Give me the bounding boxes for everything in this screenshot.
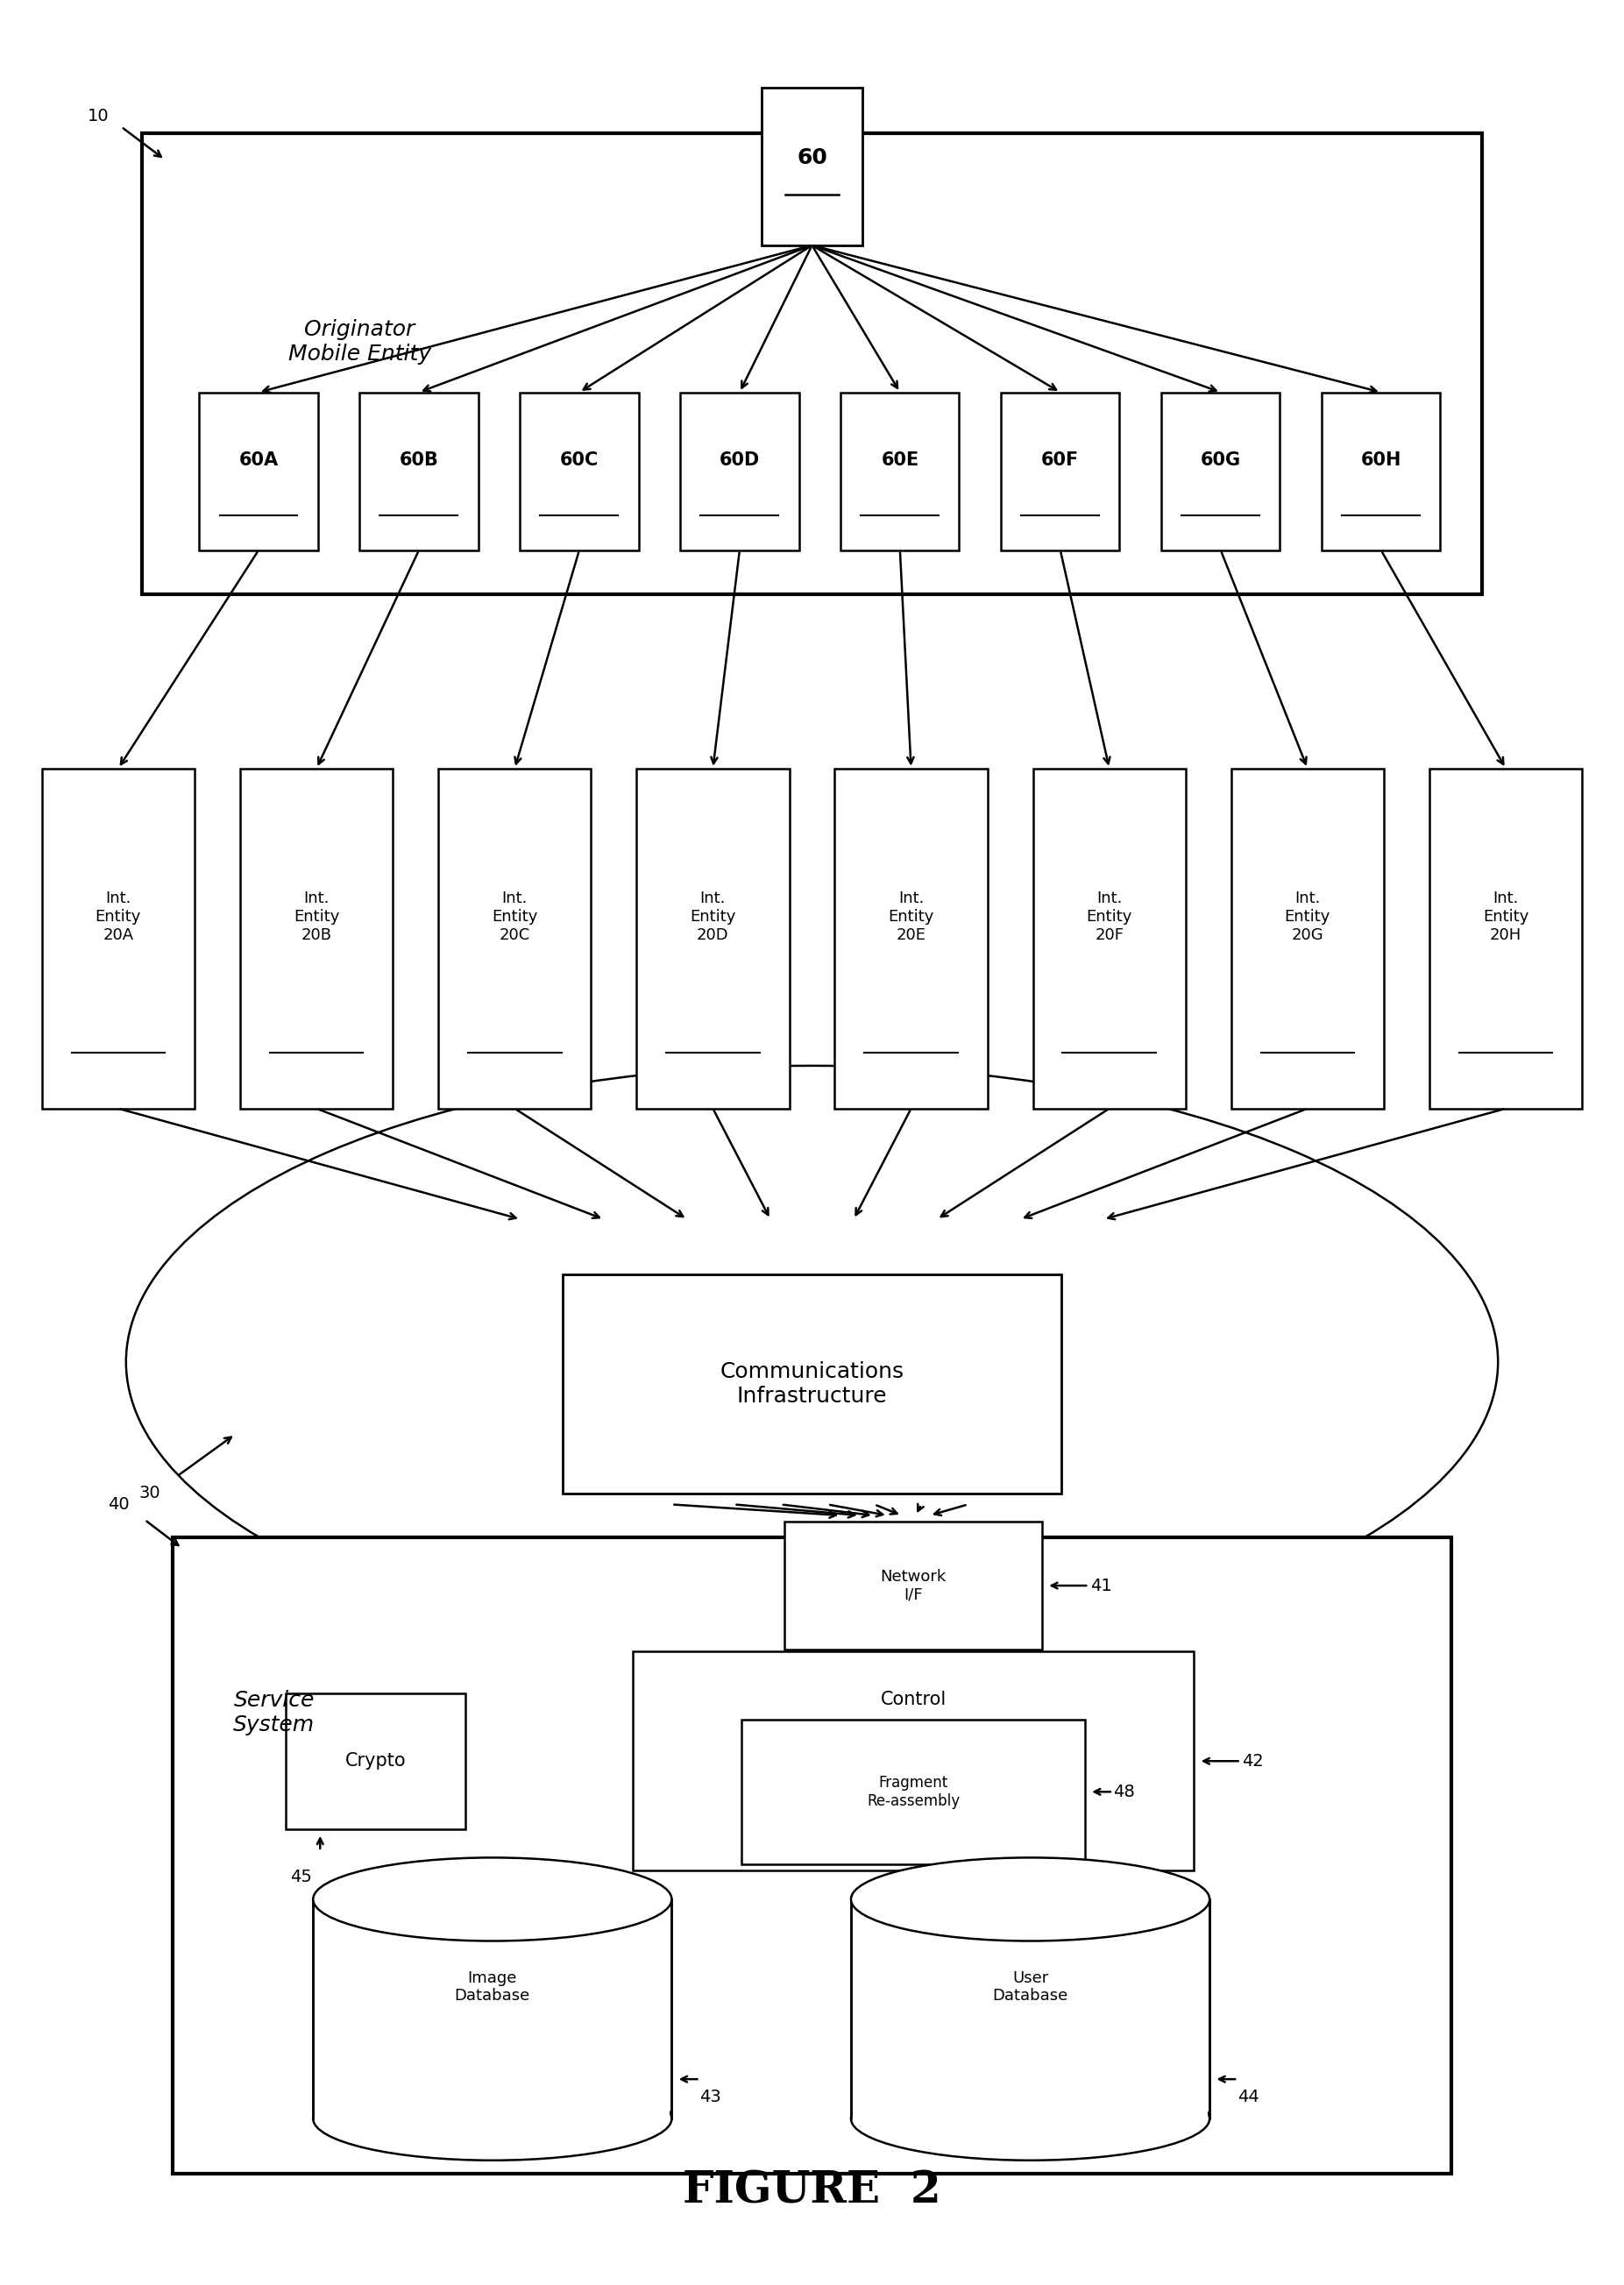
Text: Int.
Entity
20F: Int. Entity 20F bbox=[1086, 891, 1132, 944]
Bar bbox=[742, 1718, 1085, 1865]
Bar bbox=[1429, 768, 1582, 1108]
Bar bbox=[633, 1652, 1194, 1871]
Ellipse shape bbox=[851, 2077, 1210, 2159]
Ellipse shape bbox=[313, 1858, 672, 1940]
Text: 30: 30 bbox=[138, 1485, 161, 1501]
Bar bbox=[1231, 768, 1384, 1108]
Bar bbox=[1161, 393, 1280, 551]
Text: Control: Control bbox=[880, 1691, 947, 1709]
Ellipse shape bbox=[851, 1858, 1210, 1940]
Text: 43: 43 bbox=[700, 2088, 721, 2104]
Bar bbox=[313, 1899, 672, 2118]
Text: 60A: 60A bbox=[239, 452, 278, 468]
Text: 45: 45 bbox=[291, 1869, 312, 1885]
Text: 60E: 60E bbox=[882, 452, 919, 468]
Text: Int.
Entity
20B: Int. Entity 20B bbox=[294, 891, 339, 944]
Text: 60D: 60D bbox=[719, 452, 760, 468]
Text: Fragment
Re-assembly: Fragment Re-assembly bbox=[867, 1775, 960, 1810]
Text: Int.
Entity
20H: Int. Entity 20H bbox=[1483, 891, 1528, 944]
Text: 48: 48 bbox=[1112, 1785, 1135, 1801]
Text: 41: 41 bbox=[1090, 1577, 1112, 1595]
Bar bbox=[762, 87, 862, 244]
Text: 40: 40 bbox=[107, 1497, 128, 1513]
Bar bbox=[42, 768, 195, 1108]
Text: Image
Database: Image Database bbox=[455, 1970, 529, 2004]
Bar bbox=[438, 768, 591, 1108]
Bar bbox=[1033, 768, 1186, 1108]
Bar bbox=[172, 1538, 1452, 2173]
Bar bbox=[637, 768, 789, 1108]
Text: Int.
Entity
20A: Int. Entity 20A bbox=[96, 891, 141, 944]
Bar bbox=[851, 1899, 1210, 2118]
Bar bbox=[240, 768, 393, 1108]
Text: Int.
Entity
20G: Int. Entity 20G bbox=[1285, 891, 1330, 944]
Bar bbox=[359, 393, 477, 551]
Bar bbox=[841, 393, 960, 551]
Text: 60H: 60H bbox=[1361, 452, 1402, 468]
Text: FIGURE  2: FIGURE 2 bbox=[682, 2168, 942, 2212]
Text: Crypto: Crypto bbox=[344, 1753, 406, 1771]
Text: 10: 10 bbox=[88, 107, 109, 123]
Text: 60F: 60F bbox=[1041, 452, 1080, 468]
Bar bbox=[1322, 393, 1440, 551]
Text: Network
I/F: Network I/F bbox=[880, 1568, 947, 1602]
Text: 60G: 60G bbox=[1200, 452, 1241, 468]
Text: 44: 44 bbox=[1237, 2088, 1259, 2104]
Text: Originator
Mobile Entity: Originator Mobile Entity bbox=[289, 320, 432, 366]
Text: 60: 60 bbox=[797, 146, 827, 169]
Ellipse shape bbox=[313, 2077, 672, 2159]
Bar bbox=[562, 1275, 1062, 1494]
Bar bbox=[286, 1693, 464, 1828]
Text: Int.
Entity
20C: Int. Entity 20C bbox=[492, 891, 538, 944]
Text: Service
System: Service System bbox=[234, 1691, 315, 1737]
Bar bbox=[315, 1899, 671, 2116]
Bar bbox=[1000, 393, 1119, 551]
Text: Int.
Entity
20E: Int. Entity 20E bbox=[888, 891, 934, 944]
Bar bbox=[784, 1522, 1043, 1650]
Bar bbox=[520, 393, 638, 551]
Bar bbox=[141, 133, 1483, 594]
Bar bbox=[680, 393, 799, 551]
Bar bbox=[200, 393, 318, 551]
Text: 42: 42 bbox=[1242, 1753, 1263, 1769]
Text: User
Database: User Database bbox=[992, 1970, 1069, 2004]
Text: Int.
Entity
20D: Int. Entity 20D bbox=[690, 891, 736, 944]
Text: 60B: 60B bbox=[400, 452, 438, 468]
Bar bbox=[853, 1899, 1208, 2116]
Text: 60C: 60C bbox=[560, 452, 599, 468]
Bar bbox=[835, 768, 987, 1108]
Text: Communications
Infrastructure: Communications Infrastructure bbox=[719, 1362, 905, 1408]
Ellipse shape bbox=[127, 1065, 1497, 1659]
